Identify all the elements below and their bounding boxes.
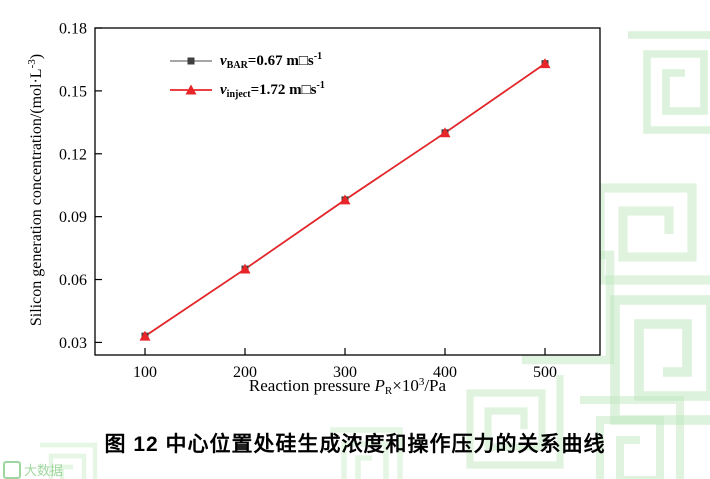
x-tick-label: 500 [533, 364, 557, 381]
y-tick-label: 0.18 [59, 21, 87, 38]
x-tick-label: 400 [433, 364, 457, 381]
y-tick-label: 0.03 [59, 335, 87, 352]
y-tick-label: 0.12 [59, 146, 87, 163]
x-tick-label: 200 [233, 364, 257, 381]
legend-item: vBAR=0.67 m□s-1 [168, 50, 325, 72]
legend-marker-triangle [170, 84, 212, 95]
y-axis-label: Silicon generation concentration/(mol·L-… [26, 53, 45, 327]
legend-square-marker [187, 57, 195, 65]
data-point-triangle [539, 58, 551, 69]
legend-label: vinject=1.72 m□s-1 [220, 80, 325, 100]
figure-chart: 0.03 0.06 0.09 0.12 0.15 0.18 100 200 300 400 500 … [26, 21, 601, 397]
x-axis-label: Reaction pressure PR×103/Pa [248, 376, 447, 397]
y-tick-label: 0.09 [59, 209, 87, 226]
data-point-triangle [239, 263, 251, 274]
legend-marker-square [170, 57, 212, 65]
y-tick-label: 0.15 [59, 83, 87, 100]
plot-frame [94, 27, 601, 356]
data-point-triangle [339, 194, 351, 205]
data-point-triangle [139, 330, 151, 341]
legend-label: vBAR=0.67 m□s-1 [220, 51, 323, 71]
watermark-badge: 大数据 [3, 460, 63, 479]
figure-caption: 图 12 中心位置处硅生成浓度和操作压力的关系曲线 [104, 433, 606, 456]
legend: vBAR=0.67 m□s-1 vinject=1.72 m□s-1 [168, 50, 325, 101]
legend-item: vinject=1.72 m□s-1 [168, 79, 325, 101]
watermark-badge-text: 大数据 [24, 463, 64, 478]
chart-canvas: 0.03 0.06 0.09 0.12 0.15 0.18 100 200 300 400 500 [59, 21, 601, 381]
watermark-logo-icon [3, 460, 21, 479]
x-tick-label: 300 [333, 364, 357, 381]
y-tick-label: 0.06 [59, 272, 87, 289]
x-tick-label: 100 [133, 364, 157, 381]
data-point-triangle [439, 127, 451, 138]
legend-triangle-marker [185, 84, 197, 95]
